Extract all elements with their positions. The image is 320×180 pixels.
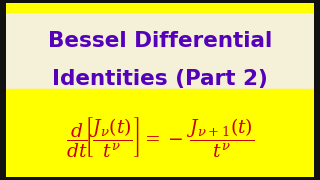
- Bar: [6, 3, 314, 89]
- Bar: [6, 89, 314, 177]
- Bar: [6, 89, 314, 98]
- Bar: [6, 3, 314, 12]
- Text: Bessel Differential: Bessel Differential: [48, 31, 272, 51]
- Text: $\dfrac{d}{dt}\!\left[\dfrac{J_{\nu}(t)}{t^{\nu}}\right]= -\,\dfrac{J_{\nu+1}(t): $\dfrac{d}{dt}\!\left[\dfrac{J_{\nu}(t)}…: [66, 115, 254, 159]
- Text: Identities (Part 2): Identities (Part 2): [52, 69, 268, 89]
